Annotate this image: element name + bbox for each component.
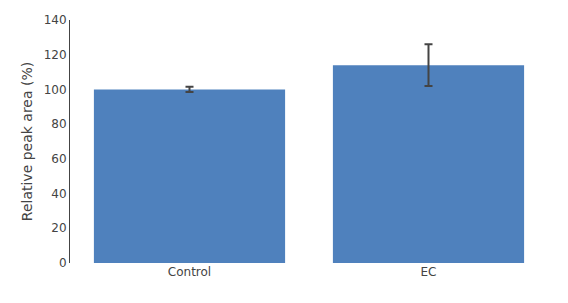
svg-text:80: 80 <box>51 117 66 131</box>
svg-text:Control: Control <box>168 265 211 279</box>
svg-text:100: 100 <box>44 83 67 97</box>
svg-text:20: 20 <box>51 221 66 235</box>
svg-text:140: 140 <box>44 13 67 27</box>
svg-text:120: 120 <box>44 48 67 62</box>
svg-text:0: 0 <box>59 256 67 270</box>
svg-text:Relative peak area (%): Relative peak area (%) <box>19 62 35 221</box>
svg-text:40: 40 <box>51 187 66 201</box>
svg-text:EC: EC <box>421 265 437 279</box>
svg-text:60: 60 <box>51 152 66 166</box>
